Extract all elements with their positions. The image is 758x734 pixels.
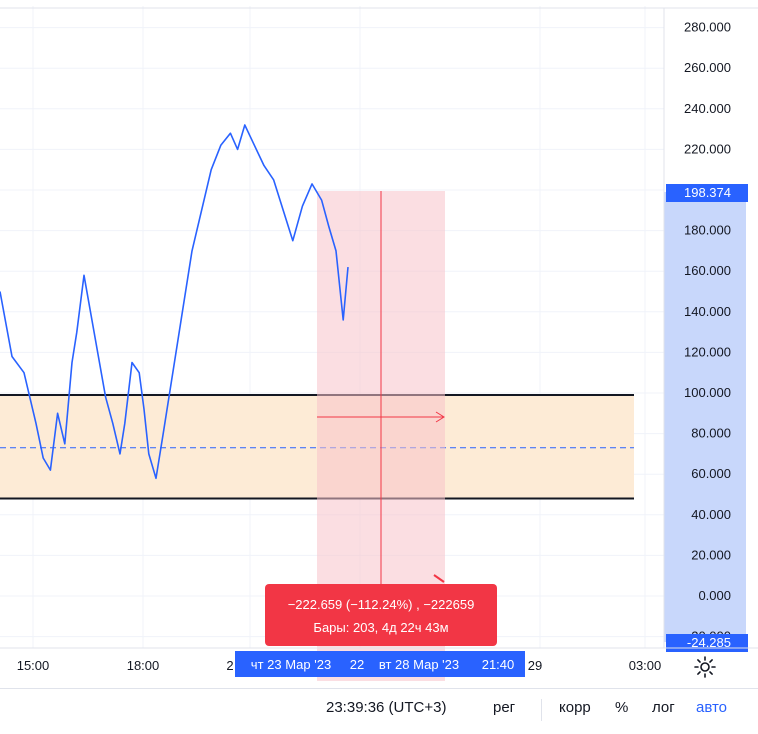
y-tick-label: 240.000 [684, 101, 731, 116]
price-series [0, 124, 349, 480]
tooltip-line-1: −222.659 (−112.24%) , −222659 [288, 597, 475, 612]
range-label: 22 [350, 657, 364, 672]
measure-tooltip: −222.659 (−112.24%) , −222659 Бары: 203, … [265, 584, 497, 646]
x-tick-label: 15:00 [17, 658, 50, 673]
y-tick-label: 260.000 [684, 60, 731, 75]
range-label: 21:40 [482, 657, 515, 672]
y-tick-label: 280.000 [684, 20, 731, 35]
price-label-bg [666, 184, 748, 202]
y-tick-label: 20.000 [691, 547, 731, 562]
x-tick-label: 29 [528, 658, 542, 673]
y-tick-label: 140.000 [684, 304, 731, 319]
regular-session-toggle[interactable]: рег [493, 699, 516, 716]
tooltip-line-2: Бары: 203, 4д 22ч 43м [313, 620, 448, 635]
y-tick-label: 40.000 [691, 507, 731, 522]
clock[interactable]: 23:39:36 (UTC+3) [326, 699, 447, 716]
time-axis[interactable]: 15:00 18:00 2 29 03:00 чт 23 Мар '23 22 вт 28 М… [0, 647, 758, 677]
range-label-bg [235, 651, 525, 677]
adjust-toggle[interactable]: корр [559, 699, 591, 716]
y-tick-label: 0.000 [698, 588, 731, 603]
bottom-price-label: -24.285 [687, 635, 731, 650]
y-tick-label: 160.000 [684, 263, 731, 278]
y-tick-label: 100.000 [684, 385, 731, 400]
log-scale-toggle[interactable]: лог [652, 699, 675, 716]
price-axis[interactable]: 280.000260.000240.000220.000200.000180.0… [663, 8, 748, 652]
scale-highlight [664, 192, 746, 642]
y-tick-label: 120.000 [684, 344, 731, 359]
chart-canvas[interactable]: 280.000260.000240.000220.000200.000180.0… [0, 0, 758, 688]
bottom-toolbar: 23:39:36 (UTC+3) рег корр % лог авто [0, 688, 758, 734]
tooltip-bg [265, 584, 497, 646]
range-label: вт 28 Мар '23 [379, 657, 459, 672]
x-tick-label: 18:00 [127, 658, 160, 673]
x-tick-label: 03:00 [629, 658, 662, 673]
series-line [0, 124, 349, 480]
price-label: 198.374 [684, 185, 731, 200]
divider [541, 699, 542, 721]
percent-scale-toggle[interactable]: % [615, 699, 629, 716]
y-tick-label: 180.000 [684, 223, 731, 238]
y-tick-label: 80.000 [691, 426, 731, 441]
auto-scale-toggle[interactable]: авто [696, 699, 728, 716]
measure-arrow-icon [435, 411, 445, 423]
measure-arrow-tail [433, 574, 445, 583]
range-label: чт 23 Мар '23 [251, 657, 331, 672]
y-tick-label: 60.000 [691, 466, 731, 481]
x-tick-label: 2 [226, 658, 233, 673]
y-tick-label: 220.000 [684, 141, 731, 156]
gear-icon[interactable] [693, 655, 717, 679]
